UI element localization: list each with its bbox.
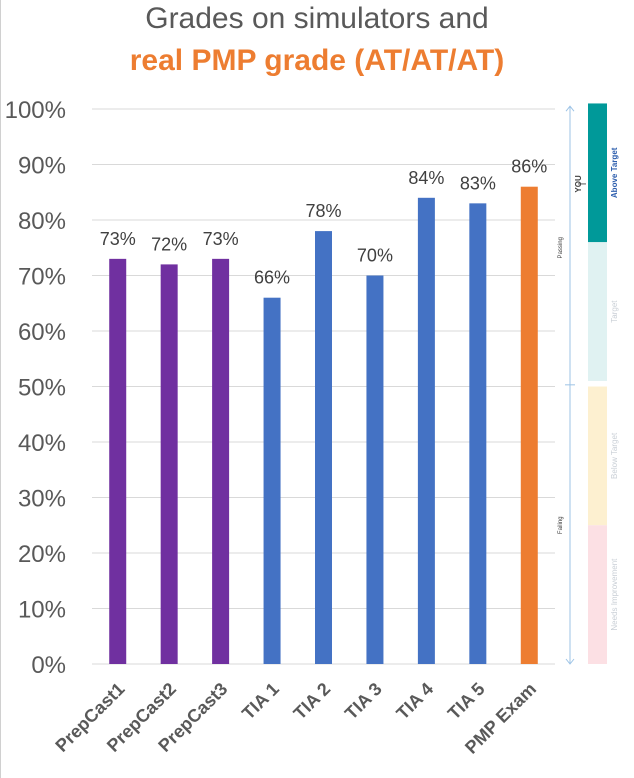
score-band — [588, 103, 607, 243]
score-band-label: Needs Improvement — [610, 558, 619, 631]
you-label: YOU — [574, 175, 583, 193]
data-label: 83% — [460, 173, 496, 193]
failing-label: Failing — [558, 516, 564, 534]
y-tick-label: 10% — [18, 597, 66, 624]
score-band-label: Target — [610, 300, 619, 323]
data-label: 70% — [357, 246, 393, 266]
y-tick-label: 20% — [18, 541, 66, 568]
data-label: 73% — [100, 229, 136, 249]
y-tick-label: 30% — [18, 486, 66, 513]
data-label: 84% — [408, 168, 444, 188]
y-tick-label: 90% — [18, 153, 66, 180]
data-label: 78% — [305, 201, 341, 221]
bar — [212, 258, 230, 664]
y-tick-label: 40% — [18, 430, 66, 457]
bar — [263, 297, 281, 664]
chart-title-line2: real PMP grade (AT/AT/AT) — [129, 44, 505, 77]
score-band-label: Above Target — [610, 147, 619, 198]
range-arrow-top — [565, 105, 575, 112]
category-label: TIA 1 — [238, 679, 283, 724]
y-tick-label: 70% — [18, 264, 66, 291]
data-label: 73% — [203, 229, 239, 249]
range-arrow-bottom — [565, 658, 575, 665]
category-label: TIA 2 — [290, 679, 335, 724]
score-band-legend: Above Target Target Below Target Needs Impr… — [558, 103, 619, 665]
data-label: 66% — [254, 268, 290, 288]
bar — [417, 197, 435, 665]
y-tick-label: 60% — [18, 319, 66, 346]
y-tick-label: 80% — [18, 208, 66, 235]
chart-title-line1: Grades on simulators and — [145, 2, 489, 35]
left-border — [0, 0, 1, 778]
score-band — [588, 525, 607, 664]
score-band — [588, 386, 607, 526]
data-label: 72% — [151, 234, 187, 254]
bars — [109, 186, 538, 665]
bar — [109, 258, 127, 664]
score-band-label: Below Target — [610, 432, 619, 479]
score-band — [588, 242, 607, 381]
y-tick-label: 0% — [31, 652, 66, 679]
bar — [520, 186, 538, 664]
bar — [469, 203, 487, 664]
bar — [366, 275, 384, 664]
bar — [315, 231, 332, 664]
data-label: 86% — [511, 157, 547, 177]
category-label: TIA 4 — [392, 679, 437, 724]
bar — [160, 264, 178, 664]
passing-label: Passing — [558, 237, 564, 258]
data-labels: 73% 72% 73% 66% 78% 70% 84% 83% 86% — [100, 157, 548, 288]
y-axis-tick-labels: 0% 10% 20% 30% 40% 50% 60% 70% 80% 90% 100% — [5, 97, 66, 679]
category-label: TIA 5 — [444, 679, 489, 724]
category-label: TIA 3 — [341, 679, 386, 724]
y-tick-label: 50% — [18, 375, 66, 402]
y-tick-label: 100% — [5, 97, 66, 124]
